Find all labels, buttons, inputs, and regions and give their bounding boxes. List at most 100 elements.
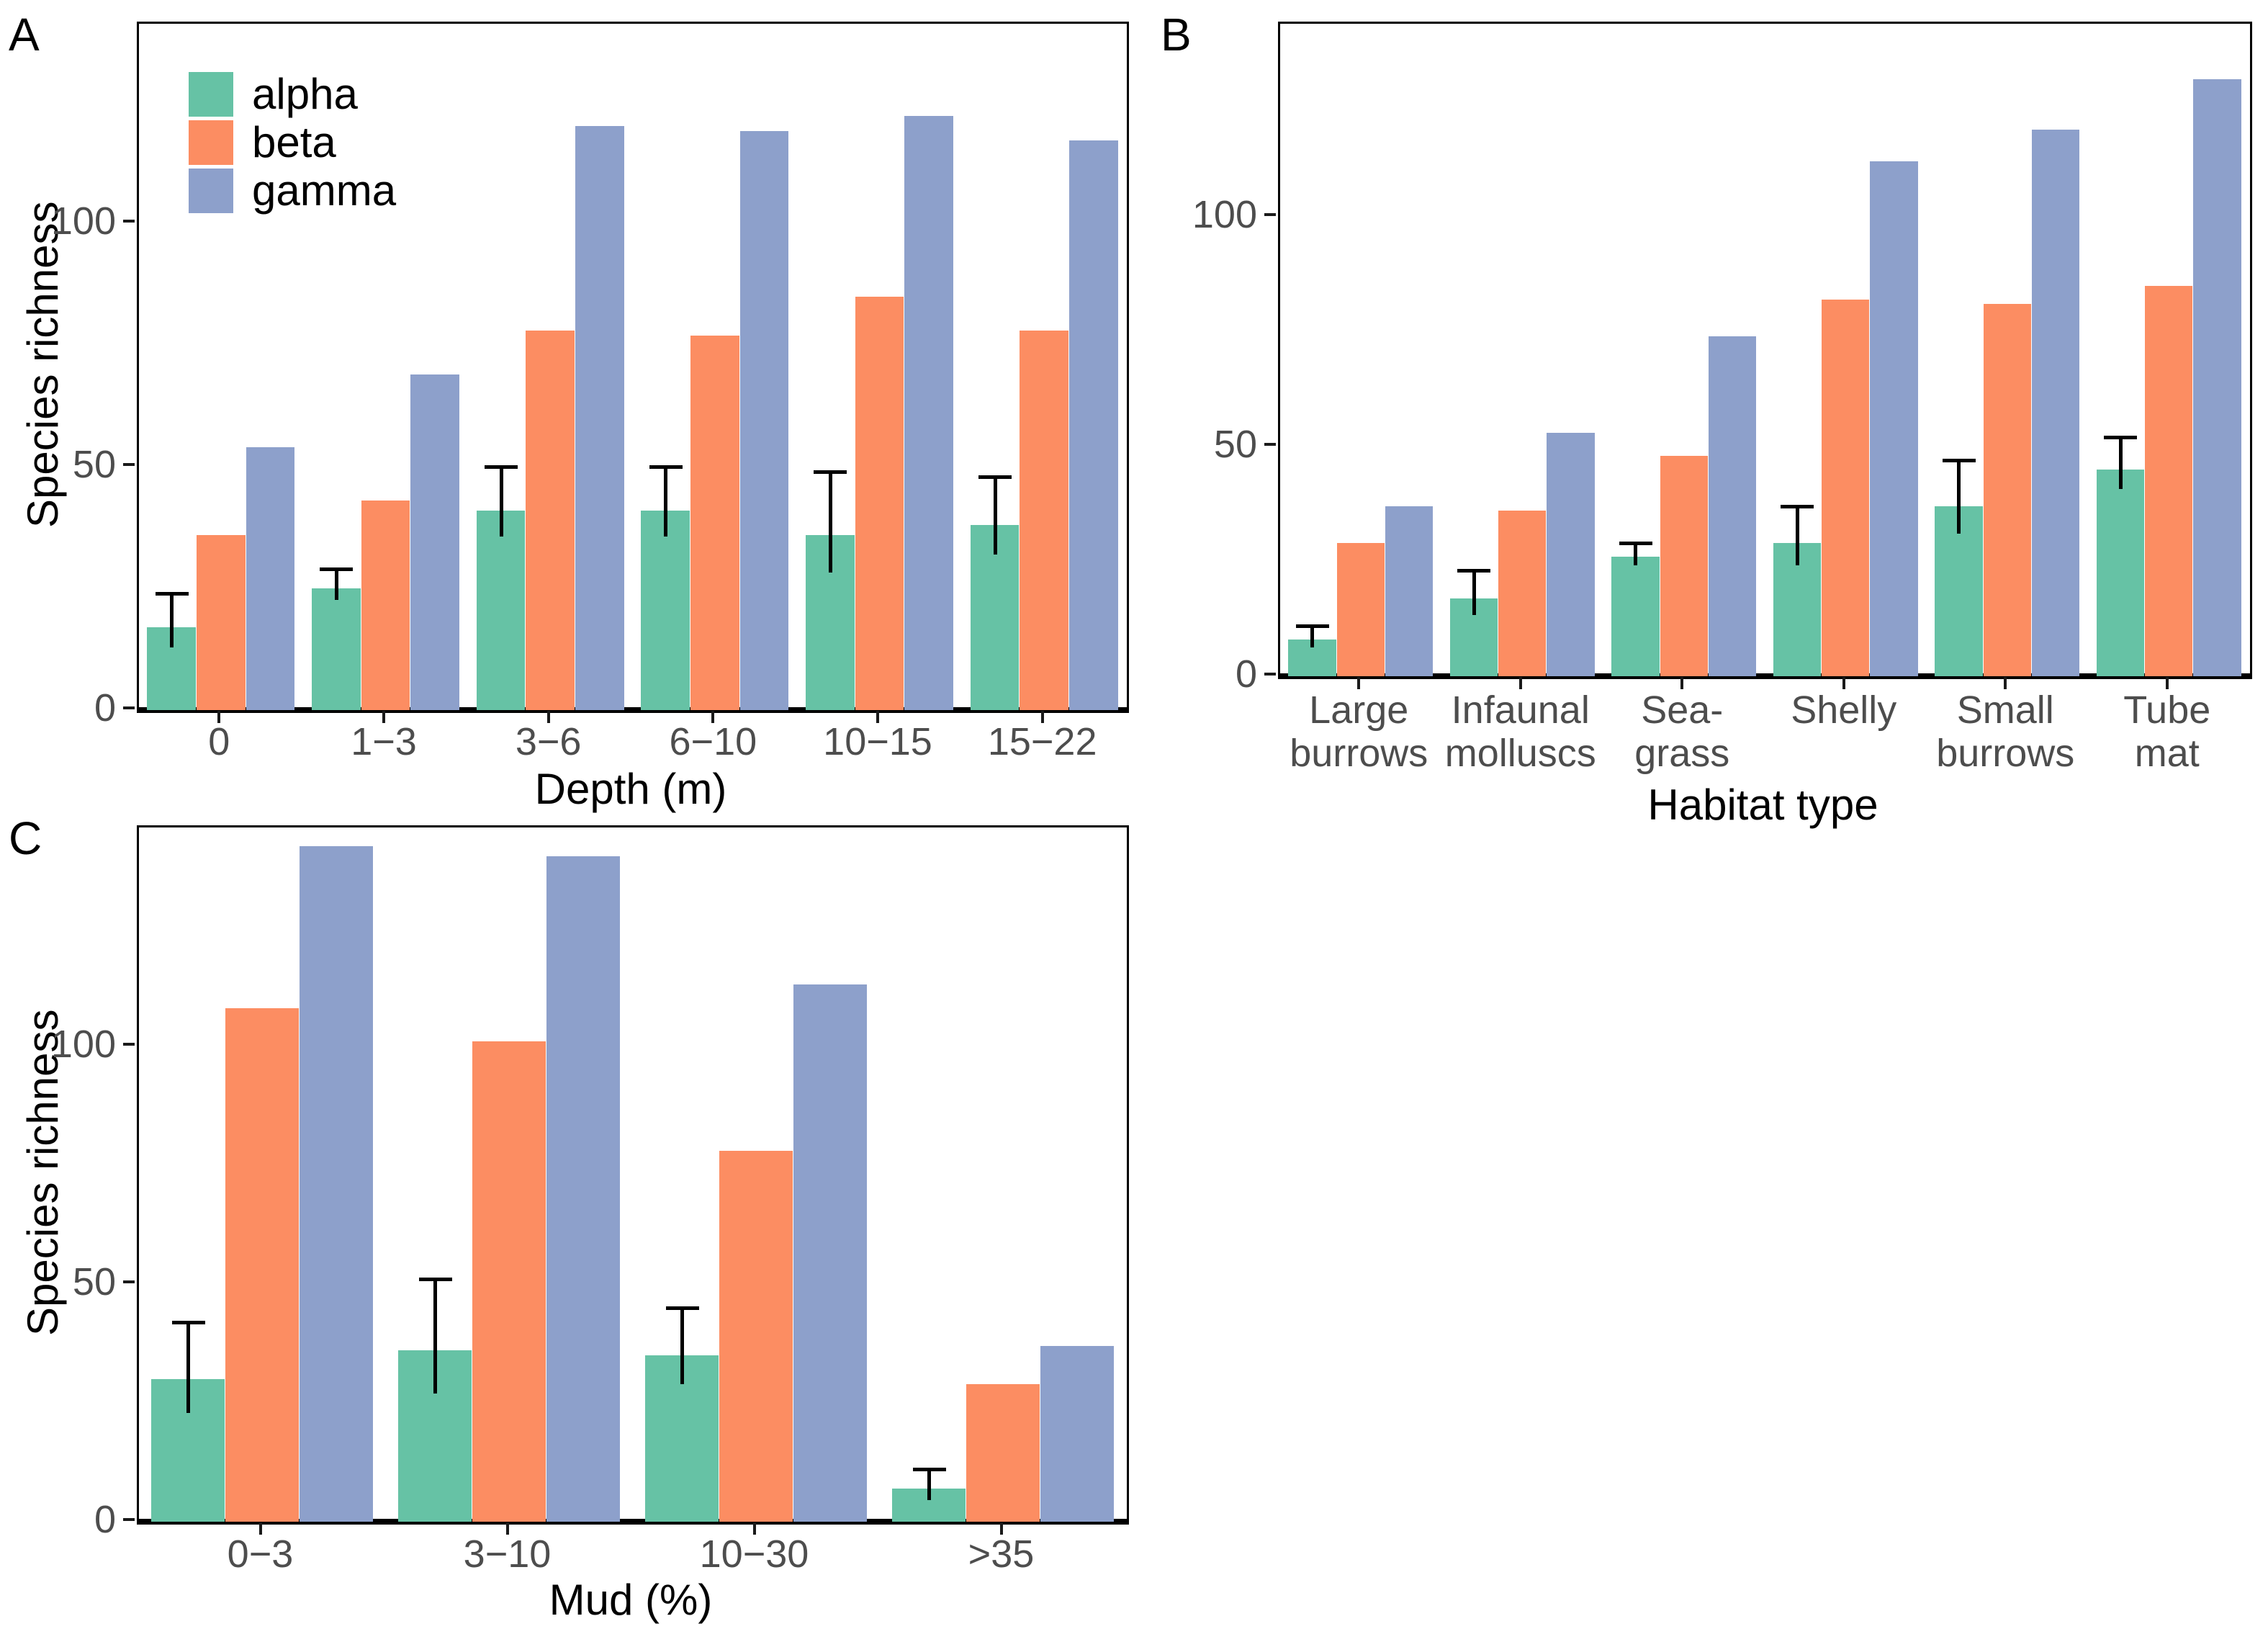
error-bar-line-alpha-a1 (334, 568, 338, 601)
bar-gamma-c0 (299, 846, 373, 1522)
bar-beta-b1 (1498, 511, 1547, 676)
error-bar-cap-alpha-b2 (1619, 541, 1652, 545)
panel-b-plot-area (1278, 22, 2252, 679)
panel-a-x-tick-2 (546, 711, 550, 723)
error-bar-cap-alpha-c2 (665, 1306, 699, 1310)
panel-b-x-axis-title: Habitat type (1647, 781, 1878, 829)
error-bar-line-alpha-c0 (186, 1321, 191, 1414)
error-bar-cap-alpha-c0 (171, 1320, 205, 1324)
error-bar-line-alpha-b5 (2118, 437, 2123, 489)
bar-alpha-b5 (2096, 469, 2145, 676)
bar-alpha-b4 (1935, 506, 1983, 676)
bar-beta-a0 (197, 534, 246, 710)
panel-c-y-tick-label-0: 0 (94, 1498, 116, 1541)
bar-gamma-b4 (2031, 129, 2080, 676)
panel-b-x-axis-line (1278, 673, 2252, 679)
panel-b-x-tick-label-1: Infaunal molluscs (1444, 688, 1596, 776)
error-bar-line-alpha-c2 (680, 1307, 685, 1384)
panel-c-y-tick-100 (123, 1042, 135, 1046)
panel-a-y-tick-label-100: 100 (50, 199, 116, 243)
bar-beta-a4 (855, 296, 904, 710)
panel-c-x-tick-2 (752, 1522, 756, 1535)
error-bar-line-alpha-b4 (1957, 460, 1961, 534)
error-bar-line-alpha-a5 (993, 476, 997, 555)
error-bar-cap-alpha-a2 (485, 465, 518, 470)
error-bar-line-alpha-b3 (1795, 506, 1799, 565)
bar-beta-b4 (1983, 304, 2031, 676)
bar-gamma-a1 (410, 374, 459, 710)
error-bar-line-alpha-c1 (433, 1279, 438, 1394)
panel-a-plot-area (137, 22, 1129, 713)
panel-a-x-tick-label-3: 6−10 (669, 720, 757, 763)
panel-b-x-tick-4 (2004, 677, 2007, 689)
panel-a-y-axis-title: Species richness (19, 201, 67, 529)
error-bar-cap-alpha-c3 (912, 1468, 946, 1472)
error-bar-cap-alpha-c1 (418, 1278, 452, 1282)
legend: alpha beta gamma (189, 72, 498, 223)
panel-a-x-tick-1 (382, 711, 385, 723)
panel-b-x-tick-label-2: Sea- grass (1634, 688, 1730, 776)
error-bar-cap-alpha-b4 (1942, 459, 1976, 463)
panel-b-y-tick-label-0: 0 (1235, 652, 1257, 696)
error-bar-line-alpha-b1 (1472, 570, 1476, 615)
bar-alpha-a2 (476, 510, 526, 710)
panel-c-x-tick-label-1: 3−10 (463, 1532, 552, 1576)
panel-a-x-tick-label-0: 0 (208, 720, 230, 763)
bar-gamma-a3 (739, 130, 789, 710)
panel-a-y-tick-100 (123, 220, 135, 223)
bar-beta-b3 (1822, 299, 1870, 676)
panel-b-y-tick-100 (1264, 212, 1276, 216)
panel-c-x-tick-0 (258, 1522, 262, 1535)
error-bar-cap-alpha-a3 (649, 465, 683, 470)
legend-item-alpha: alpha (189, 72, 498, 117)
panel-a-x-tick-4 (876, 711, 879, 723)
panel-c-x-axis-line (137, 1519, 1129, 1525)
panel-b-x-tick-label-0: Large burrows (1290, 688, 1428, 776)
bar-gamma-c2 (793, 984, 867, 1522)
alpha-color-swatch (189, 72, 233, 117)
bar-gamma-b0 (1385, 506, 1434, 676)
panel-b-y-tick-50 (1264, 442, 1276, 446)
error-bar-cap-alpha-b0 (1295, 624, 1329, 628)
bar-gamma-a2 (575, 125, 624, 710)
panel-b-x-tick-1 (1518, 677, 1522, 689)
panel-a-x-tick-label-5: 15−22 (987, 720, 1097, 763)
panel-b-x-tick-label-3: Shelly (1791, 688, 1897, 732)
bar-alpha-a5 (970, 525, 1020, 710)
panel-a-x-tick-5 (1040, 711, 1044, 723)
legend-item-beta: beta (189, 120, 498, 165)
error-bar-line-alpha-b2 (1634, 542, 1638, 565)
panel-c-y-tick-50 (123, 1280, 135, 1283)
panel-a-x-axis-title: Depth (m) (534, 765, 727, 813)
bar-gamma-b5 (2193, 78, 2241, 676)
panel-a-y-tick-label-0: 0 (94, 686, 116, 730)
bar-beta-b5 (2145, 285, 2193, 676)
bar-gamma-a5 (1068, 140, 1118, 710)
panel-b-x-tick-label-5: Tube mat (2123, 688, 2211, 776)
panel-c-plot-area (137, 825, 1129, 1525)
bar-alpha-a1 (312, 588, 361, 710)
bar-beta-a3 (690, 335, 739, 710)
bar-beta-c1 (472, 1041, 546, 1522)
error-bar-cap-alpha-a4 (814, 470, 847, 474)
error-bar-cap-alpha-a5 (978, 475, 1012, 479)
error-bar-cap-alpha-b3 (1781, 504, 1814, 508)
bar-beta-b0 (1336, 542, 1385, 676)
beta-color-swatch (189, 120, 233, 165)
panel-b-y-tick-0 (1264, 673, 1276, 676)
panel-c-x-tick-label-0: 0−3 (227, 1532, 294, 1576)
panel-b-x-tick-3 (1842, 677, 1845, 689)
panel-a-y-tick-label-50: 50 (72, 443, 116, 487)
panel-a-y-tick-50 (123, 463, 135, 467)
gamma-color-swatch (189, 169, 233, 213)
panel-b-y-tick-label-100: 100 (1192, 192, 1257, 236)
panel-a-x-tick-label-2: 3−6 (515, 720, 582, 763)
panel-a-x-axis-line (137, 707, 1129, 713)
panel-a-x-tick-3 (711, 711, 715, 723)
bar-beta-a5 (1020, 330, 1068, 710)
bar-beta-c3 (966, 1383, 1040, 1522)
bar-gamma-b1 (1547, 432, 1595, 676)
panel-b-x-tick-0 (1357, 677, 1361, 689)
panel-b-letter: B (1161, 9, 1192, 60)
